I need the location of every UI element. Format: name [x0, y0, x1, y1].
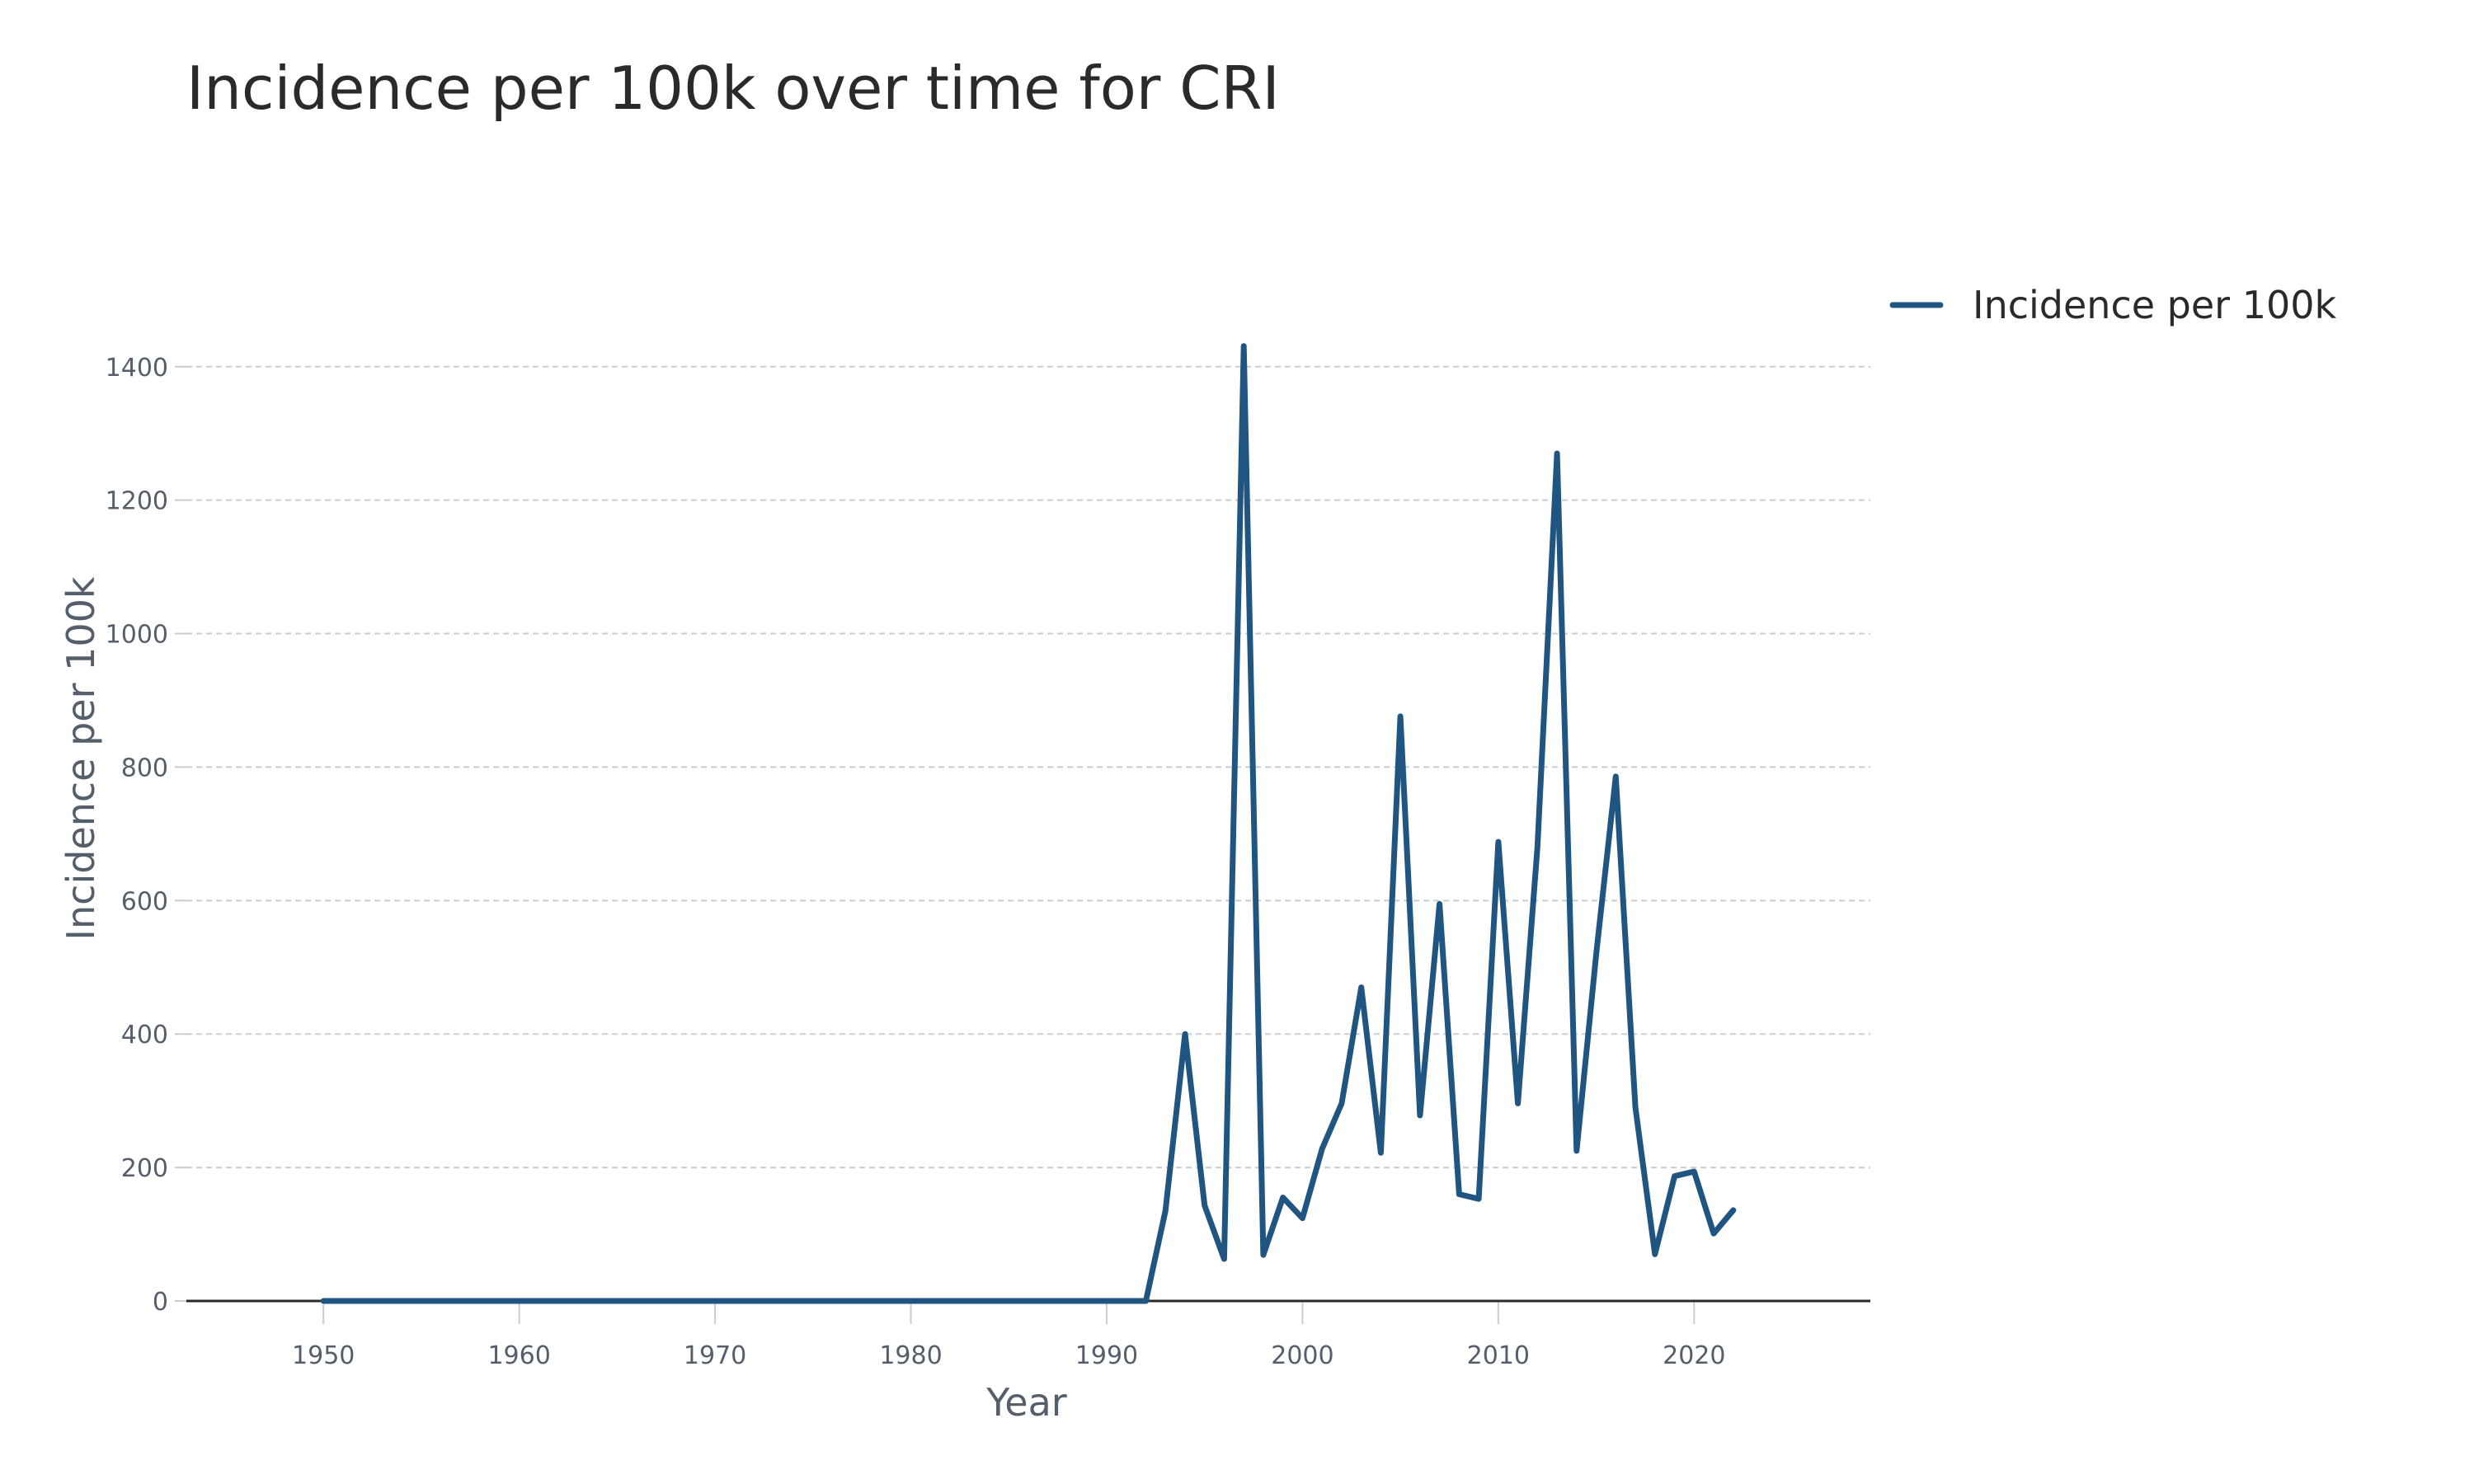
x-tick-label: 2010 — [1467, 1341, 1530, 1370]
x-tick-label: 1980 — [879, 1341, 942, 1370]
x-tick-label: 1960 — [487, 1341, 550, 1370]
series-lines — [320, 343, 1737, 1304]
grid-lines — [186, 365, 1870, 1169]
y-tick-label: 400 — [121, 1021, 168, 1050]
legend[interactable]: Incidence per 100k — [1889, 283, 2336, 327]
y-tick-label: 1000 — [106, 621, 168, 650]
x-axis-label: Year — [985, 1380, 1066, 1425]
chart-title: Incidence per 100k over time for CRI — [186, 54, 1280, 123]
x-axis-ticks: 1950 1960 1970 1980 1990 2000 2010 2020 — [292, 1301, 1725, 1370]
y-tick-label: 1200 — [106, 487, 168, 516]
series-line — [320, 343, 1737, 1304]
y-tick-label: 1400 — [106, 354, 168, 383]
x-tick-label: 1990 — [1075, 1341, 1138, 1370]
y-tick-label: 800 — [121, 754, 168, 782]
y-tick-label: 0 — [153, 1288, 168, 1317]
y-tick-label: 600 — [121, 887, 168, 916]
y-axis-label: Incidence per 100k — [59, 576, 103, 940]
legend-label: Incidence per 100k — [1973, 283, 2336, 327]
x-tick-label: 2000 — [1271, 1341, 1333, 1370]
y-tick-label: 200 — [121, 1154, 168, 1183]
y-axis-ticks: 0 200 400 600 800 1000 1200 1400 — [106, 354, 186, 1317]
x-tick-label: 1950 — [292, 1341, 355, 1370]
x-tick-label: 1970 — [684, 1341, 746, 1370]
x-tick-label: 2020 — [1663, 1341, 1725, 1370]
